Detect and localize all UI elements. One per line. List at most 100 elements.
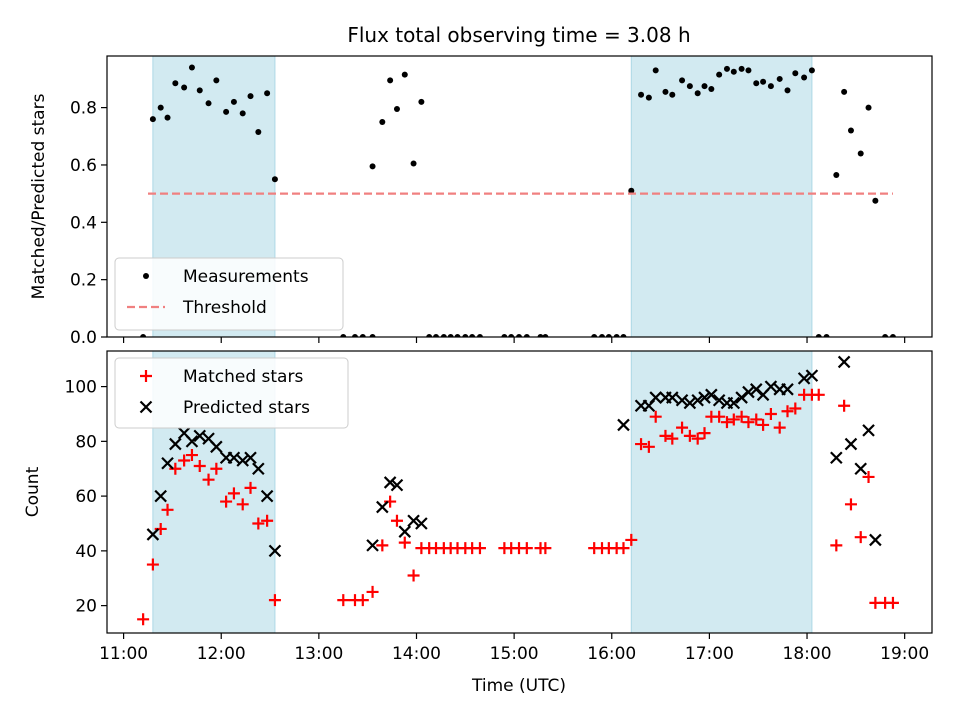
- matched-star-point: [227, 487, 240, 500]
- measurement-point: [645, 94, 652, 101]
- predicted-star-point: [698, 391, 711, 404]
- measurement-point: [172, 80, 179, 87]
- legend-marker-dot: [143, 273, 149, 279]
- measurement-point: [181, 84, 188, 91]
- matched-star-point: [169, 462, 182, 475]
- measurement-point: [815, 334, 822, 337]
- matched-star-point: [676, 421, 689, 434]
- matched-star-point: [720, 416, 733, 429]
- legend: Matched stars Predicted stars: [114, 357, 349, 429]
- matched-star-point: [862, 470, 875, 483]
- x-tick-label: 15:00: [490, 644, 539, 664]
- measurement-point: [255, 128, 262, 135]
- predicted-star-point: [366, 539, 379, 552]
- predicted-star-point: [268, 544, 282, 558]
- legend-label: Measurements: [183, 267, 309, 287]
- measurement-point: [196, 87, 203, 94]
- x-tick-label: 13:00: [294, 644, 343, 664]
- predicted-star-point: [252, 462, 265, 476]
- y-tick-label: 60: [75, 487, 97, 507]
- matched-star-point: [727, 413, 740, 426]
- measurement-point: [808, 67, 815, 74]
- plot-area: [137, 351, 899, 633]
- matched-star-point: [366, 585, 379, 598]
- measurement-point: [753, 80, 760, 87]
- measurement-point: [462, 334, 469, 337]
- matched-star-point: [659, 429, 672, 442]
- matched-star-point: [789, 402, 802, 415]
- matched-star-point: [757, 418, 770, 431]
- predicted-star-point: [712, 394, 726, 407]
- predicted-star-point: [185, 435, 199, 448]
- measurement-point: [351, 334, 358, 337]
- predicted-star-point: [390, 478, 404, 492]
- plot-area: [140, 56, 896, 337]
- matched-star-point: [268, 594, 281, 607]
- predicted-star-point: [705, 388, 718, 402]
- x-tick-label: 12:00: [197, 644, 246, 664]
- predicted-star-point: [227, 451, 241, 465]
- matched-star-point: [649, 410, 662, 423]
- matched-star-point: [244, 481, 257, 494]
- predicted-star-point: [210, 440, 223, 454]
- measurement-point: [454, 334, 461, 337]
- matched-star-point: [838, 399, 851, 412]
- matched-star-point: [337, 594, 350, 607]
- matched-star-point: [698, 427, 711, 440]
- measurement-point: [776, 75, 783, 82]
- measurement-point: [140, 334, 147, 337]
- measurement-point: [591, 334, 598, 337]
- matched-star-point: [398, 536, 411, 549]
- measurement-point: [841, 88, 848, 95]
- measurement-point: [516, 334, 523, 337]
- measurement-point: [669, 91, 676, 98]
- measurement-point: [708, 85, 715, 92]
- measurement-point: [426, 334, 433, 337]
- measurement-point: [164, 114, 171, 121]
- measurement-point: [638, 91, 645, 98]
- predicted-star-point: [193, 429, 207, 443]
- y-tick-label: 0.6: [70, 156, 97, 176]
- measurement-point: [599, 334, 605, 337]
- matched-star-point: [520, 542, 533, 555]
- predicted-star-point: [869, 533, 882, 547]
- matched-star-point: [854, 531, 867, 544]
- count-panel: 20 40 60 80 100 11:00 12:00 13:00 14:00 15:00 16:0…: [23, 350, 933, 664]
- measurement-point: [760, 78, 767, 85]
- matched-star-point: [154, 522, 167, 535]
- predicted-star-point: [154, 489, 167, 503]
- measurement-point: [701, 83, 708, 90]
- matched-star-point: [539, 542, 552, 555]
- predicted-star-point: [675, 394, 689, 407]
- measurement-point: [264, 90, 271, 97]
- y-tick-label: 80: [75, 432, 97, 452]
- matched-star-point: [473, 542, 486, 555]
- predicted-star-point: [854, 462, 868, 476]
- matched-star-point: [625, 533, 638, 546]
- y-tick-label: 0.4: [70, 213, 97, 233]
- legend-label: Threshold: [182, 298, 267, 318]
- legend-box: [114, 257, 344, 331]
- predicted-star-point: [376, 500, 389, 514]
- measurement-point: [379, 118, 386, 125]
- matched-star-point: [193, 459, 206, 472]
- x-tick-label: 11:00: [99, 644, 148, 664]
- measurement-point: [340, 334, 347, 337]
- measurement-point: [872, 197, 879, 204]
- measurement-point: [613, 334, 620, 337]
- y-tick-label: 0.8: [70, 99, 97, 119]
- matched-star-point: [407, 569, 420, 582]
- matched-star-point: [642, 440, 655, 453]
- matched-star-point: [735, 410, 748, 423]
- matched-star-point: [146, 558, 159, 571]
- y-axis-label: Count: [23, 466, 43, 517]
- measurement-point: [447, 334, 454, 337]
- matched-star-point: [161, 503, 174, 516]
- predicted-star-point: [805, 369, 819, 382]
- measurement-point: [738, 65, 745, 72]
- measurement-point: [271, 176, 278, 183]
- measurement-point: [469, 334, 476, 337]
- matched-star-point: [830, 539, 843, 552]
- measurement-point: [157, 104, 164, 111]
- matched-star-point: [764, 407, 777, 420]
